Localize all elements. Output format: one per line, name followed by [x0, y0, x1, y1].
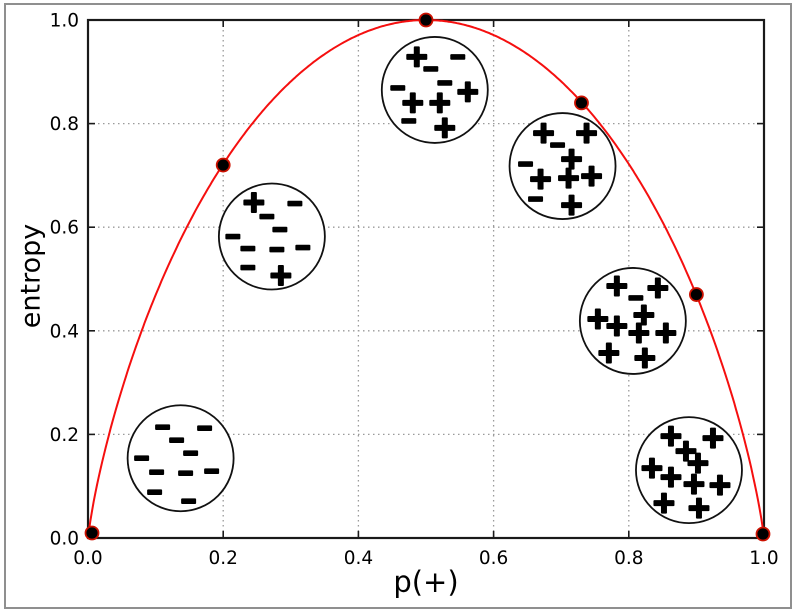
plus-symbol: [409, 92, 416, 114]
y-tick-label: 0.8: [50, 114, 79, 135]
curve-point-marker: [689, 287, 704, 302]
x-tick-label: 1.0: [749, 548, 778, 569]
plus-symbol: [641, 347, 648, 369]
plus-symbol: [413, 46, 420, 68]
plus-symbol: [709, 427, 716, 449]
plus-symbol: [464, 81, 471, 103]
plus-symbol: [667, 425, 674, 447]
y-tick-label: 1.0: [50, 11, 79, 32]
minus-symbol: [134, 455, 150, 462]
plus-symbol: [694, 452, 701, 474]
curve-point-marker: [755, 526, 771, 542]
plus-symbol: [583, 122, 590, 144]
plus-symbol: [250, 192, 257, 214]
plus-symbol: [654, 277, 661, 299]
x-tick-label: 0.2: [208, 548, 237, 569]
plus-symbol: [682, 440, 689, 462]
plus-symbol: [690, 473, 697, 495]
plus-symbol: [613, 275, 620, 297]
minus-symbol: [269, 246, 285, 253]
minus-symbol: [528, 196, 544, 202]
curve-point-marker: [418, 12, 434, 28]
plus-symbol: [667, 466, 674, 488]
minus-symbol: [197, 425, 213, 432]
plus-symbol: [662, 322, 669, 344]
minus-symbol: [287, 200, 303, 207]
x-tick-label: 0.4: [344, 548, 373, 569]
x-tick-label: 0.8: [614, 548, 643, 569]
y-tick-label: 0.2: [50, 425, 79, 446]
minus-symbol: [155, 424, 171, 431]
minus-symbol: [204, 468, 220, 475]
minus-symbol: [450, 54, 466, 60]
plus-symbol: [277, 265, 284, 287]
sample-circle: [126, 404, 235, 513]
plus-symbol: [640, 304, 647, 326]
y-tick-label: 0.0: [50, 529, 79, 550]
plus-symbol: [648, 457, 655, 479]
plus-symbol: [441, 117, 448, 139]
y-tick-label: 0.4: [50, 321, 79, 342]
plus-symbol: [568, 148, 575, 170]
minus-symbol: [272, 226, 288, 233]
x-tick-label: 0.0: [73, 548, 102, 569]
minus-symbol: [518, 161, 534, 167]
minus-symbol: [259, 213, 275, 220]
minus-symbol: [169, 437, 185, 444]
minus-symbol: [149, 469, 165, 476]
x-tick-label: 0.6: [479, 548, 508, 569]
minus-symbol: [628, 295, 644, 301]
plus-symbol: [594, 308, 601, 330]
plus-symbol: [613, 315, 620, 337]
plus-symbol: [605, 342, 612, 364]
plus-symbol: [537, 168, 544, 190]
x-axis-label: p(+): [393, 565, 459, 599]
minus-symbol: [401, 118, 417, 124]
curve-point-marker: [574, 95, 589, 111]
plus-symbol: [588, 165, 595, 187]
minus-symbol: [181, 498, 197, 505]
plus-symbol: [568, 194, 575, 216]
minus-symbol: [183, 450, 199, 457]
sample-circle: [217, 182, 326, 291]
plus-symbol: [436, 92, 443, 114]
minus-symbol: [178, 470, 194, 477]
minus-symbol: [225, 233, 241, 240]
minus-symbol: [295, 244, 311, 251]
y-tick-label: 0.6: [50, 218, 79, 239]
sample-circle: [380, 36, 489, 144]
curve-point-marker: [84, 525, 100, 541]
minus-symbol: [240, 264, 256, 271]
minus-symbol: [423, 66, 439, 72]
plus-symbol: [635, 322, 642, 344]
minus-symbol: [390, 85, 406, 91]
plus-symbol: [540, 122, 547, 144]
minus-symbol: [437, 80, 453, 86]
plus-symbol: [660, 492, 667, 514]
minus-symbol: [147, 489, 163, 496]
minus-symbol: [240, 245, 256, 252]
plus-symbol: [716, 474, 723, 496]
plus-symbol: [565, 167, 572, 189]
plus-symbol: [695, 497, 702, 519]
y-axis-label: entropy: [15, 223, 47, 329]
curve-point-marker: [215, 157, 231, 173]
minus-symbol: [550, 142, 566, 148]
